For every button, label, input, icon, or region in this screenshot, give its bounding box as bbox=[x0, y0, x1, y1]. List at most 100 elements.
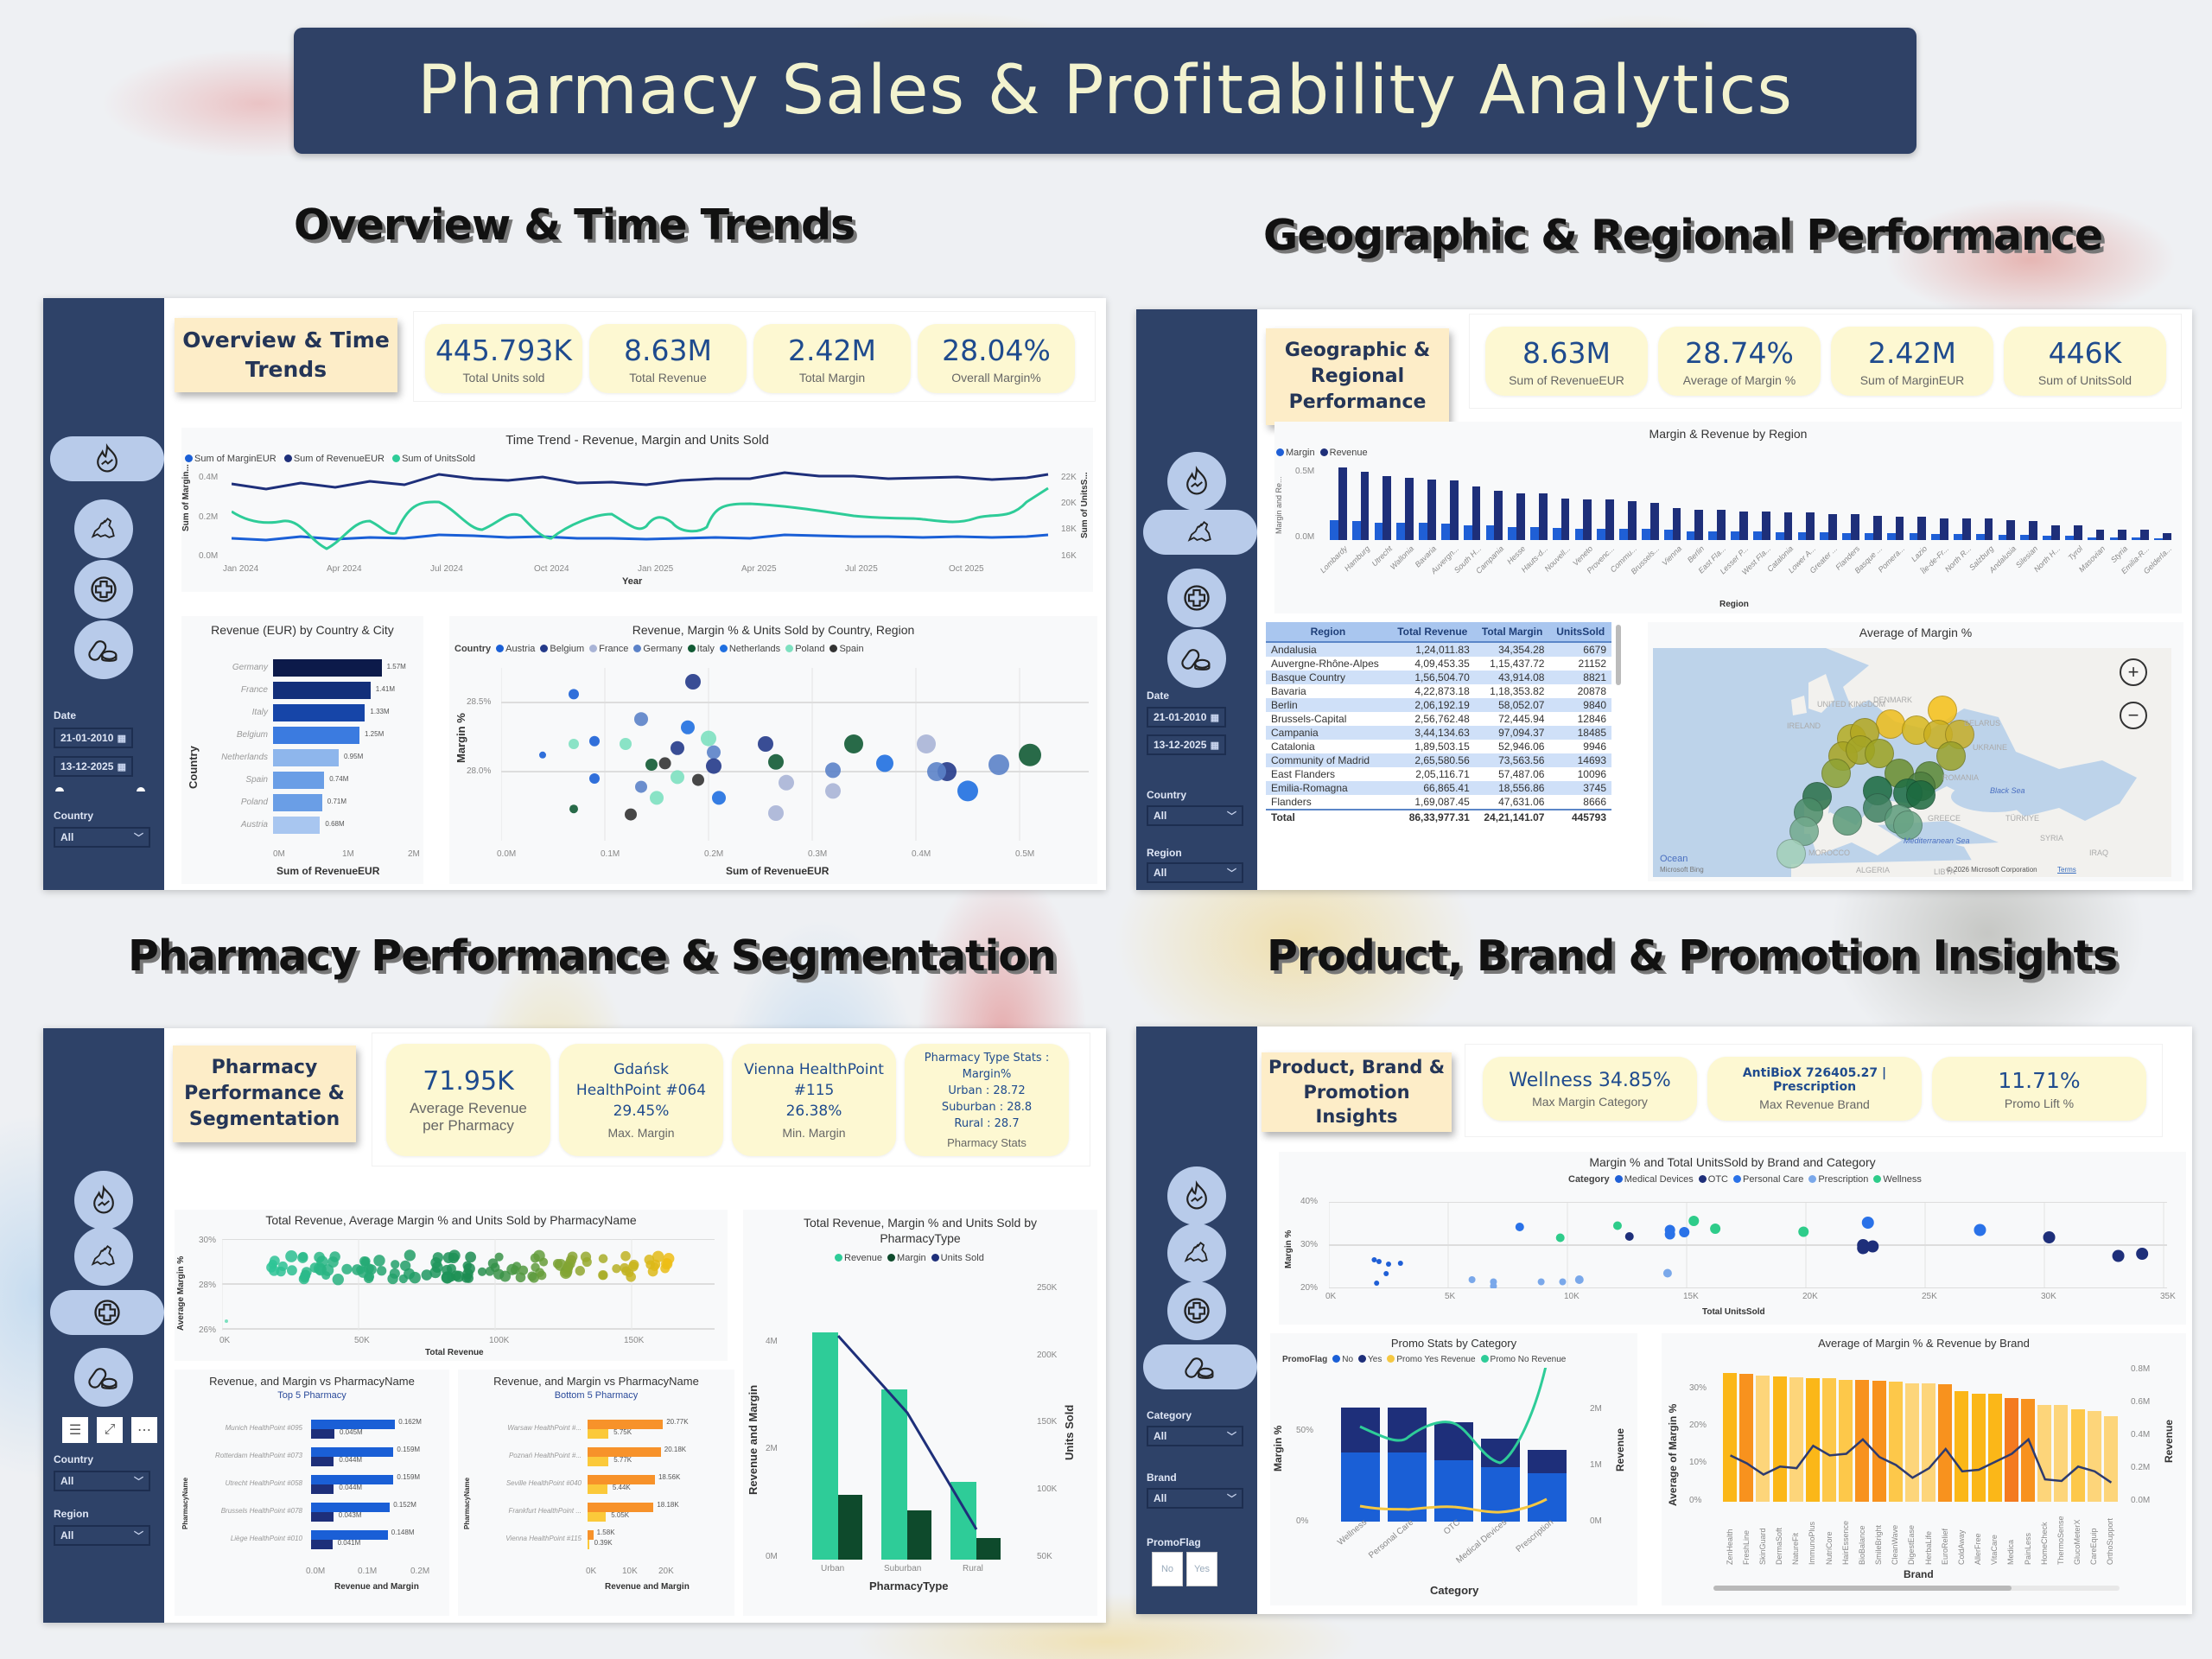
category-dropdown[interactable]: All ﹀ bbox=[1147, 1426, 1243, 1446]
bar[interactable] bbox=[273, 772, 325, 789]
bar-margin[interactable] bbox=[588, 1484, 607, 1494]
bar-revenue[interactable] bbox=[1628, 500, 1637, 540]
bar-margin[interactable] bbox=[1552, 527, 1561, 540]
bar-margin[interactable] bbox=[588, 1540, 589, 1549]
bar-revenue[interactable] bbox=[2095, 530, 2105, 540]
bar-margin[interactable] bbox=[1998, 535, 2007, 540]
bar-margin[interactable] bbox=[1663, 530, 1673, 540]
bar-revenue[interactable] bbox=[1828, 513, 1837, 540]
bar-revenue[interactable] bbox=[2073, 525, 2082, 540]
bar-revenue[interactable] bbox=[1739, 511, 1748, 540]
bar-margin[interactable] bbox=[311, 1540, 333, 1549]
promoflag-no-button[interactable]: No bbox=[1152, 1552, 1183, 1586]
bar-revenue[interactable] bbox=[311, 1447, 394, 1457]
bar-revenue[interactable] bbox=[1560, 498, 1570, 540]
bar-margin[interactable] bbox=[1619, 529, 1629, 540]
bar-revenue[interactable] bbox=[1806, 512, 1815, 540]
table-row[interactable]: East Flanders 2,05,116.71 57,487.06 10096 bbox=[1271, 768, 1606, 780]
bar-revenue[interactable] bbox=[1649, 502, 1659, 540]
date-range-slider-end-handle[interactable] bbox=[137, 787, 145, 791]
horizontal-scrollbar-track[interactable] bbox=[1713, 1586, 2120, 1591]
map-bubble[interactable] bbox=[1906, 780, 1936, 810]
table-row[interactable]: Campania 3,44,134.63 97,094.37 18485 bbox=[1266, 726, 1611, 740]
bar-margin[interactable] bbox=[311, 1484, 334, 1494]
bar-margin[interactable] bbox=[1756, 1375, 1770, 1502]
bar-revenue[interactable] bbox=[1917, 517, 1927, 540]
nav-pharmacy-button[interactable] bbox=[1167, 1281, 1226, 1340]
nav-geographic-button[interactable] bbox=[1167, 1224, 1226, 1282]
bar-revenue[interactable] bbox=[588, 1475, 655, 1484]
bar-margin[interactable] bbox=[2109, 537, 2119, 540]
map-bubble[interactable] bbox=[1893, 810, 1923, 840]
bar-margin[interactable] bbox=[1396, 522, 1406, 540]
bar-margin[interactable] bbox=[1485, 525, 1495, 540]
nav-product-button[interactable] bbox=[74, 1348, 133, 1407]
bar-margin[interactable] bbox=[1954, 534, 1962, 540]
map-zoom-out-button[interactable]: − bbox=[2120, 702, 2147, 729]
bar-revenue[interactable] bbox=[1605, 499, 1615, 540]
bar-revenue[interactable] bbox=[1984, 518, 1993, 540]
map-bubble[interactable] bbox=[1876, 709, 1905, 739]
map-bubble[interactable] bbox=[1936, 741, 1966, 771]
bar-margin[interactable] bbox=[1789, 1376, 1803, 1502]
bar-margin[interactable] bbox=[1864, 533, 1873, 540]
bar[interactable] bbox=[273, 704, 365, 721]
bar-revenue[interactable] bbox=[311, 1530, 388, 1540]
country-dropdown[interactable]: All ﹀ bbox=[54, 1471, 150, 1491]
promoflag-yes-button[interactable]: Yes bbox=[1186, 1552, 1217, 1586]
bar-revenue[interactable] bbox=[311, 1503, 391, 1512]
table-scrollbar[interactable] bbox=[1616, 625, 1621, 685]
bar-margin[interactable] bbox=[311, 1512, 334, 1522]
bar-revenue[interactable] bbox=[2051, 525, 2060, 540]
bar-margin[interactable] bbox=[1351, 521, 1361, 540]
bar-margin[interactable] bbox=[1797, 531, 1807, 540]
bar-margin[interactable] bbox=[2132, 537, 2141, 540]
bar-margin[interactable] bbox=[1708, 531, 1718, 540]
date-from-input[interactable]: 21-01-2010 ▦ bbox=[54, 728, 133, 748]
bar-margin[interactable] bbox=[588, 1429, 609, 1439]
average-margin-map[interactable]: Average of Margin % UNITED KINGDOM DENMA… bbox=[1648, 622, 2183, 881]
bar-revenue[interactable] bbox=[1516, 493, 1525, 540]
bar-margin[interactable] bbox=[1938, 1384, 1953, 1502]
bar-margin[interactable] bbox=[2154, 537, 2163, 540]
bar-margin[interactable] bbox=[2087, 1411, 2101, 1502]
pharmacy-scatter-chart[interactable]: Total Revenue, Average Margin % and Unit… bbox=[175, 1210, 728, 1361]
bar-revenue[interactable] bbox=[311, 1420, 396, 1429]
bar-revenue[interactable] bbox=[1761, 511, 1770, 540]
bar-margin[interactable] bbox=[2004, 1398, 2018, 1502]
column-header-total-revenue[interactable]: Total Revenue bbox=[1389, 622, 1475, 643]
nav-geographic-button[interactable] bbox=[1143, 510, 1257, 555]
bar-revenue[interactable] bbox=[1494, 491, 1503, 540]
bar-revenue[interactable] bbox=[2029, 521, 2038, 540]
table-row[interactable]: Flanders 1,69,087.45 47,631.06 8666 bbox=[1271, 796, 1606, 808]
bar-margin[interactable] bbox=[1374, 522, 1383, 540]
margin-revenue-by-region-chart[interactable]: Margin & Revenue by Region Margin Revenue… bbox=[1274, 422, 2182, 613]
bar[interactable] bbox=[273, 794, 322, 811]
bar-margin[interactable] bbox=[2020, 535, 2030, 540]
nav-pharmacy-button[interactable] bbox=[50, 1290, 164, 1335]
bar-revenue[interactable] bbox=[1338, 467, 1347, 540]
bar-margin[interactable] bbox=[1508, 526, 1517, 540]
bar[interactable] bbox=[273, 817, 321, 834]
bar-revenue[interactable] bbox=[1449, 480, 1459, 540]
bar-margin[interactable] bbox=[1820, 531, 1829, 540]
nav-overview-button[interactable] bbox=[50, 436, 164, 481]
time-trend-chart[interactable]: Time Trend - Revenue, Margin and Units S… bbox=[181, 428, 1093, 592]
bar-margin[interactable] bbox=[1440, 523, 1450, 540]
table-row[interactable]: Basque Country 1,56,504.70 43,914.08 8821 bbox=[1266, 671, 1611, 684]
bar-revenue[interactable] bbox=[311, 1475, 394, 1484]
map-canvas[interactable]: UNITED KINGDOM DENMARK IRELAND BELARUS U… bbox=[1653, 648, 2171, 877]
date-range-slider-start-handle[interactable] bbox=[55, 787, 64, 791]
nav-product-button[interactable] bbox=[1167, 629, 1226, 688]
table-row[interactable]: Brussels-Capital 2,56,762.48 72,445.94 1284… bbox=[1271, 713, 1606, 725]
bar-revenue[interactable] bbox=[1940, 518, 1948, 540]
bar-revenue[interactable] bbox=[2006, 519, 2016, 540]
bar[interactable] bbox=[273, 727, 359, 744]
bar-margin[interactable] bbox=[1723, 1372, 1738, 1502]
region-table[interactable]: Region Total Revenue Total Margin UnitsS… bbox=[1266, 622, 1611, 881]
bar-revenue[interactable] bbox=[1694, 509, 1704, 540]
country-dropdown[interactable]: All ﹀ bbox=[54, 827, 150, 848]
nav-overview-button[interactable] bbox=[1167, 1166, 1226, 1225]
bar-margin[interactable] bbox=[2065, 535, 2074, 540]
brand-dropdown[interactable]: All ﹀ bbox=[1147, 1488, 1243, 1509]
